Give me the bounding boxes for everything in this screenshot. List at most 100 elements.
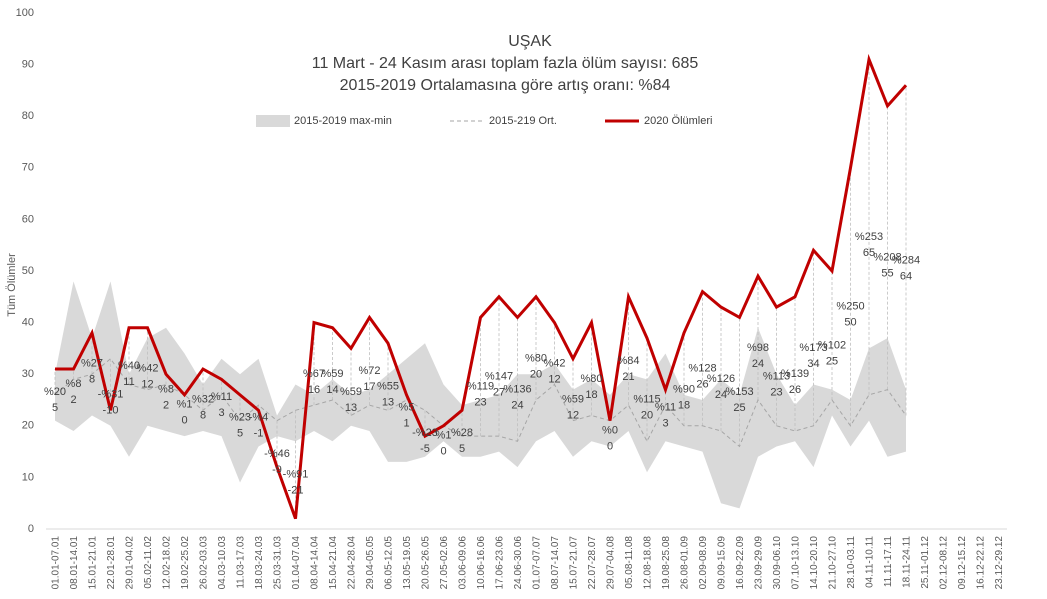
difference-label: 2 bbox=[70, 394, 76, 406]
x-tick-label: 12.08-18.08 bbox=[643, 536, 654, 590]
chart-title: UŞAK bbox=[508, 33, 552, 50]
percent-label: %115 bbox=[633, 394, 660, 406]
x-tick-label: 24.06-30.06 bbox=[513, 536, 524, 590]
x-tick-label: 22.04-28.04 bbox=[347, 536, 358, 590]
percent-label: %8 bbox=[66, 378, 82, 390]
x-tick-label: 29.07-04.08 bbox=[606, 536, 617, 590]
percent-label: %32 bbox=[192, 394, 214, 406]
y-tick-label: 70 bbox=[22, 162, 34, 174]
percent-label: %55 bbox=[377, 381, 399, 393]
x-tick-label: 02.12-08.12 bbox=[939, 536, 950, 590]
difference-label: -10 bbox=[103, 404, 119, 416]
x-tick-label: 01.07-07.07 bbox=[532, 536, 543, 590]
percent-label: -%31 bbox=[98, 388, 124, 400]
x-tick-label: 30.09-06.10 bbox=[772, 536, 783, 590]
difference-label: 24 bbox=[752, 358, 764, 370]
legend-label: 2015-2019 max-min bbox=[294, 115, 392, 127]
percent-label: %98 bbox=[747, 342, 769, 354]
percent-label: %126 bbox=[707, 373, 735, 385]
y-tick-label: 40 bbox=[22, 317, 34, 329]
percent-label: %128 bbox=[688, 363, 716, 375]
difference-label: 18 bbox=[585, 389, 597, 401]
x-tick-label: 23.09-29.09 bbox=[754, 536, 765, 590]
y-tick-label: 50 bbox=[22, 265, 34, 277]
percent-label: %42 bbox=[543, 357, 565, 369]
x-tick-label: 22.01-28.01 bbox=[106, 536, 117, 590]
percent-label: %5 bbox=[399, 401, 415, 413]
legend-label: 2020 Ölümleri bbox=[644, 115, 712, 127]
x-tick-label: 05.02-11.02 bbox=[143, 536, 154, 589]
difference-label: 0 bbox=[181, 415, 187, 427]
percent-label: %59 bbox=[321, 368, 343, 380]
x-tick-label: 10.06-16.06 bbox=[476, 536, 487, 590]
x-tick-label: 09.09-15.09 bbox=[717, 536, 728, 590]
percent-label: %80 bbox=[580, 373, 602, 385]
x-tick-label: 23.12-29.12 bbox=[994, 536, 1005, 590]
percent-label: %23 bbox=[229, 412, 251, 424]
x-tick-label: 18.11-24.11 bbox=[902, 536, 913, 588]
x-tick-label: 16.12-22.12 bbox=[976, 536, 987, 590]
y-tick-label: 80 bbox=[22, 110, 34, 122]
y-tick-label: 30 bbox=[22, 368, 34, 380]
y-axis-label: Tüm Ölümler bbox=[6, 253, 18, 317]
x-tick-label: 02.09-08.09 bbox=[698, 536, 709, 590]
x-tick-label: 01.04-07.04 bbox=[291, 536, 302, 590]
x-tick-label: 21.10-27.10 bbox=[828, 536, 839, 590]
percent-label: %59 bbox=[562, 394, 584, 406]
band-area bbox=[55, 281, 906, 509]
difference-label: 64 bbox=[900, 270, 912, 282]
difference-label: 3 bbox=[218, 407, 224, 419]
difference-label: 2 bbox=[163, 399, 169, 411]
x-tick-label: 29.04-05.05 bbox=[365, 536, 376, 590]
percent-label: %84 bbox=[617, 355, 639, 367]
difference-label: -5 bbox=[420, 443, 430, 455]
difference-label: 12 bbox=[548, 373, 560, 385]
percent-label: %136 bbox=[503, 383, 531, 395]
x-tick-label: 22.07-28.07 bbox=[587, 536, 598, 590]
percent-label: -%4 bbox=[249, 412, 269, 424]
percent-label: %67 bbox=[303, 368, 325, 380]
x-tick-label: 14.10-20.10 bbox=[809, 536, 820, 590]
percent-label: %250 bbox=[836, 301, 864, 313]
difference-label: 20 bbox=[530, 368, 542, 380]
difference-label: 23 bbox=[474, 397, 486, 409]
difference-label: -21 bbox=[288, 484, 304, 496]
difference-label: -1 bbox=[254, 428, 264, 440]
x-tick-label: 15.01-21.01 bbox=[88, 536, 99, 590]
percent-label: -%46 bbox=[264, 448, 290, 460]
difference-label: 8 bbox=[200, 410, 206, 422]
percent-label: %1 bbox=[436, 430, 452, 442]
difference-label: 1 bbox=[403, 417, 409, 429]
x-tick-label: 06.05-12.05 bbox=[384, 536, 395, 590]
difference-label: 23 bbox=[770, 386, 782, 398]
percent-label: -%23 bbox=[412, 427, 438, 439]
x-tick-label: 16.09-22.09 bbox=[735, 536, 746, 590]
difference-label: 26 bbox=[696, 379, 708, 391]
difference-label: 14 bbox=[326, 384, 338, 396]
difference-label: 13 bbox=[382, 397, 394, 409]
difference-label: 5 bbox=[237, 428, 243, 440]
x-tick-label: 08.07-14.07 bbox=[550, 536, 561, 590]
difference-label: 27 bbox=[493, 386, 505, 398]
percent-label: %0 bbox=[602, 425, 618, 437]
x-tick-label: 04.03-10.03 bbox=[217, 536, 228, 590]
percent-label: %27 bbox=[81, 357, 103, 369]
percent-label: %139 bbox=[781, 368, 809, 380]
difference-label: 55 bbox=[881, 268, 893, 280]
difference-label: 25 bbox=[733, 402, 745, 414]
x-tick-label: 09.12-15.12 bbox=[957, 536, 968, 590]
difference-label: 34 bbox=[807, 358, 819, 370]
difference-label: 12 bbox=[567, 410, 579, 422]
percent-label: %20 bbox=[44, 386, 66, 398]
x-tick-label: 26.02-03.03 bbox=[199, 536, 210, 590]
x-tick-label: 25.11-01.12 bbox=[920, 536, 931, 589]
y-tick-label: 60 bbox=[22, 213, 34, 225]
y-tick-label: 0 bbox=[28, 523, 34, 535]
percent-label: %147 bbox=[485, 370, 513, 382]
difference-label: 17 bbox=[363, 381, 375, 393]
percent-label: %208 bbox=[873, 252, 901, 264]
percent-label: %11 bbox=[655, 401, 676, 413]
percent-label: %11 bbox=[211, 391, 232, 403]
percent-label: -%91 bbox=[283, 468, 309, 480]
